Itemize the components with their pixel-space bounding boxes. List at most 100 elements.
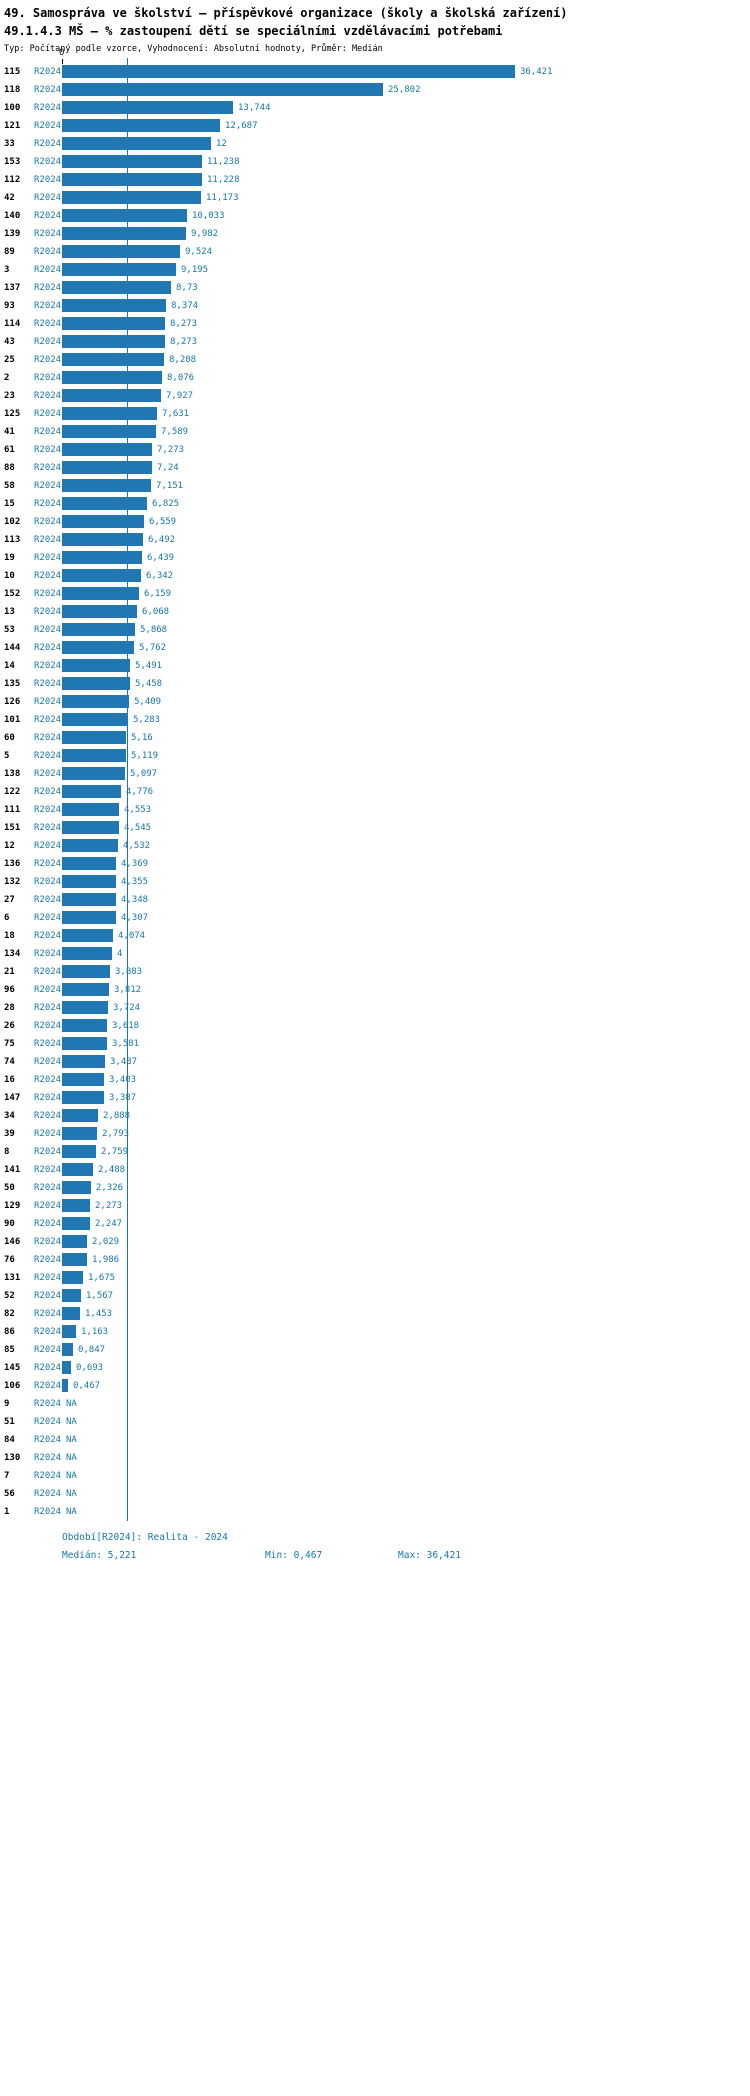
row-period-label: R2024 bbox=[34, 823, 62, 833]
row-period-label: R2024 bbox=[34, 1507, 62, 1517]
chart-row: 58 R2024 7,151 bbox=[0, 477, 750, 495]
row-id-label: 33 bbox=[4, 139, 15, 149]
bar-value-label: 6,559 bbox=[149, 517, 177, 527]
row-period-label: R2024 bbox=[34, 1453, 62, 1463]
bar-value-label: 6,492 bbox=[148, 535, 176, 545]
chart-row: 85 R2024 0,847 bbox=[0, 1341, 750, 1359]
bar-value-label: 6,825 bbox=[152, 499, 180, 509]
bar bbox=[62, 1181, 91, 1194]
bar-value-label: 8,208 bbox=[169, 355, 197, 365]
row-id-label: 132 bbox=[4, 877, 21, 887]
bar-value-label: 7,24 bbox=[157, 463, 179, 473]
row-id-label: 106 bbox=[4, 1381, 21, 1391]
bar-value-label: 1,567 bbox=[86, 1291, 114, 1301]
bar bbox=[62, 1001, 108, 1014]
chart-row: 114 R2024 8,273 bbox=[0, 315, 750, 333]
row-id-label: 42 bbox=[4, 193, 15, 203]
row-period-label: R2024 bbox=[34, 769, 62, 779]
row-period-label: R2024 bbox=[34, 1345, 62, 1355]
row-period-label: R2024 bbox=[34, 571, 62, 581]
bar-value-label: 5,491 bbox=[135, 661, 163, 671]
bar bbox=[62, 1217, 90, 1230]
row-period-label: R2024 bbox=[34, 283, 62, 293]
chart-row: 135 R2024 5,458 bbox=[0, 675, 750, 693]
bar-value-label: 5,458 bbox=[135, 679, 163, 689]
bar bbox=[62, 749, 126, 762]
row-period-label: R2024 bbox=[34, 625, 62, 635]
bar-value-label: 5,097 bbox=[130, 769, 158, 779]
row-id-label: 10 bbox=[4, 571, 15, 581]
bar-value-label: 6,159 bbox=[144, 589, 172, 599]
row-period-label: R2024 bbox=[34, 211, 62, 221]
chart-row: 138 R2024 5,097 bbox=[0, 765, 750, 783]
row-id-label: 82 bbox=[4, 1309, 15, 1319]
row-id-label: 88 bbox=[4, 463, 15, 473]
bar bbox=[62, 407, 157, 420]
row-id-label: 51 bbox=[4, 1417, 15, 1427]
row-period-label: R2024 bbox=[34, 265, 62, 275]
bar bbox=[62, 605, 137, 618]
bar bbox=[62, 659, 130, 672]
bar bbox=[62, 1199, 90, 1212]
row-period-label: R2024 bbox=[34, 1075, 62, 1085]
row-period-label: R2024 bbox=[34, 553, 62, 563]
chart-row: 25 R2024 8,208 bbox=[0, 351, 750, 369]
bar-value-label: 1,986 bbox=[92, 1255, 120, 1265]
row-id-label: 41 bbox=[4, 427, 15, 437]
bar bbox=[62, 713, 128, 726]
bar-value-label: 3,618 bbox=[112, 1021, 140, 1031]
bar-value-label: 10,033 bbox=[192, 211, 225, 221]
row-period-label: R2024 bbox=[34, 877, 62, 887]
chart-row: 75 R2024 3,581 bbox=[0, 1035, 750, 1053]
row-id-label: 145 bbox=[4, 1363, 21, 1373]
chart-row: 130 R2024 NA bbox=[0, 1449, 750, 1467]
row-id-label: 136 bbox=[4, 859, 21, 869]
chart-row: 131 R2024 1,675 bbox=[0, 1269, 750, 1287]
chart-row: 113 R2024 6,492 bbox=[0, 531, 750, 549]
bar bbox=[62, 983, 109, 996]
row-id-label: 102 bbox=[4, 517, 21, 527]
footer-stats: Medián: 5,221 Min: 0,467 Max: 36,421 bbox=[0, 1550, 750, 1564]
bar bbox=[62, 1307, 80, 1320]
chart-row: 89 R2024 9,524 bbox=[0, 243, 750, 261]
bar bbox=[62, 1253, 87, 1266]
row-id-label: 8 bbox=[4, 1147, 10, 1157]
chart-row: 28 R2024 3,724 bbox=[0, 999, 750, 1017]
chart-row: 9 R2024 NA bbox=[0, 1395, 750, 1413]
bar bbox=[62, 875, 116, 888]
chart-row: 21 R2024 3,883 bbox=[0, 963, 750, 981]
bar bbox=[62, 1379, 68, 1392]
row-id-label: 60 bbox=[4, 733, 15, 743]
bar-value-label: 13,744 bbox=[238, 103, 271, 113]
bar bbox=[62, 443, 152, 456]
bar-value-label: 4,355 bbox=[121, 877, 149, 887]
row-period-label: R2024 bbox=[34, 733, 62, 743]
bar bbox=[62, 1289, 81, 1302]
row-id-label: 100 bbox=[4, 103, 21, 113]
bar bbox=[62, 191, 201, 204]
chart-row: 23 R2024 7,927 bbox=[0, 387, 750, 405]
chart-row: 145 R2024 0,693 bbox=[0, 1359, 750, 1377]
bar-value-label: 7,589 bbox=[161, 427, 189, 437]
row-id-label: 25 bbox=[4, 355, 15, 365]
bar-value-label: 2,488 bbox=[98, 1165, 126, 1175]
bar bbox=[62, 65, 515, 78]
row-id-label: 16 bbox=[4, 1075, 15, 1085]
bar bbox=[62, 1127, 97, 1140]
row-id-label: 50 bbox=[4, 1183, 15, 1193]
bar bbox=[62, 497, 147, 510]
row-id-label: 121 bbox=[4, 121, 21, 131]
row-period-label: R2024 bbox=[34, 427, 62, 437]
row-period-label: R2024 bbox=[34, 481, 62, 491]
chart-row: 51 R2024 NA bbox=[0, 1413, 750, 1431]
bar-na-label: NA bbox=[66, 1489, 77, 1499]
bar bbox=[62, 1019, 107, 1032]
bar bbox=[62, 1163, 93, 1176]
row-id-label: 13 bbox=[4, 607, 15, 617]
bar-value-label: 5,119 bbox=[131, 751, 159, 761]
bar bbox=[62, 857, 116, 870]
bar-value-label: 4,532 bbox=[123, 841, 151, 851]
chart-row: 129 R2024 2,273 bbox=[0, 1197, 750, 1215]
chart-row: 134 R2024 4 bbox=[0, 945, 750, 963]
chart-row: 34 R2024 2,888 bbox=[0, 1107, 750, 1125]
